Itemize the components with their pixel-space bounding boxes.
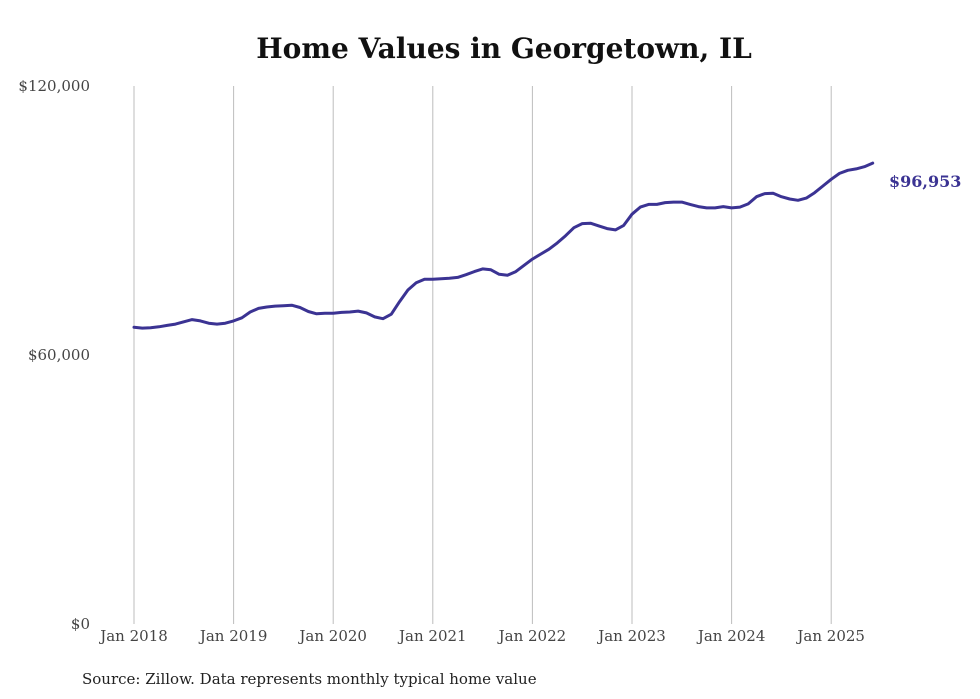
vertical-grid <box>133 86 832 624</box>
series-line-home-value <box>132 161 875 330</box>
x-tick-label: Jan 2021 <box>397 627 467 645</box>
x-tick-label: Jan 2020 <box>297 627 367 645</box>
x-tick-label: Jan 2023 <box>596 627 666 645</box>
x-tick-label: Jan 2018 <box>98 627 168 645</box>
x-axis-ticks: Jan 2018 Jan 2019 Jan 2020 Jan 2021 Jan 2022… <box>98 627 865 645</box>
end-value-label: $96,953 <box>889 172 961 191</box>
chart-title: Home Values in Georgetown, IL <box>256 32 752 65</box>
y-tick-label: $120,000 <box>18 77 90 95</box>
x-tick-label: Jan 2025 <box>795 627 865 645</box>
x-tick-label: Jan 2024 <box>696 627 766 645</box>
y-axis-ticks: $120,000 $60,000 $0 <box>18 77 90 633</box>
x-tick-label: Jan 2022 <box>497 627 567 645</box>
y-tick-label: $60,000 <box>28 346 90 364</box>
x-tick-label: Jan 2019 <box>198 627 268 645</box>
y-tick-label: $0 <box>71 615 90 633</box>
source-note: Source: Zillow. Data represents monthly … <box>82 670 537 688</box>
